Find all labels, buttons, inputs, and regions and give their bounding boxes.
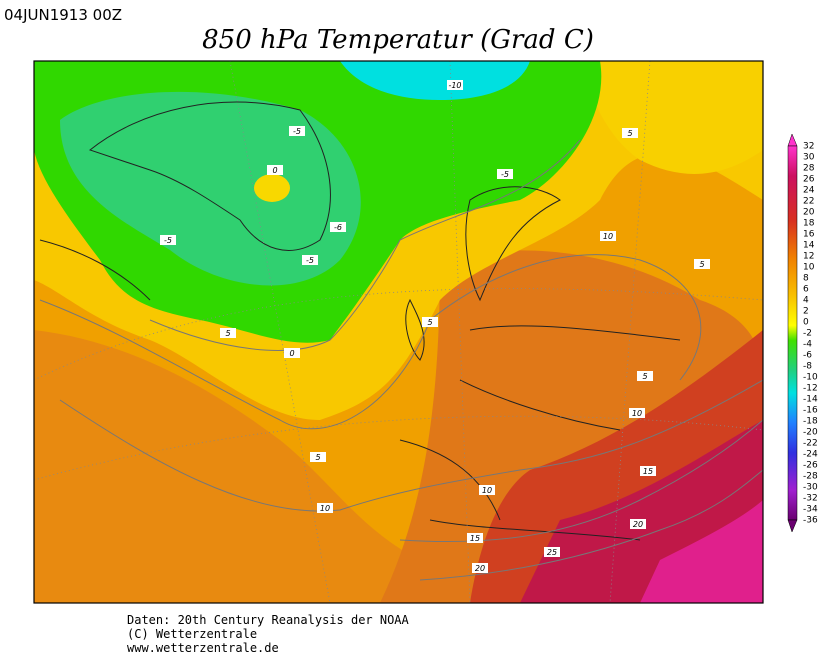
- contour-label: -5: [306, 256, 314, 265]
- colorbar-label: -34: [803, 505, 818, 515]
- contour-label-box: [289, 126, 305, 136]
- contour-label-box: [302, 255, 318, 265]
- contour-label-box: [284, 348, 300, 358]
- contour-label-box: [694, 259, 710, 269]
- colorbar-label: 12: [803, 252, 814, 262]
- contour-label: 20: [633, 520, 643, 529]
- contour-label-box: [467, 533, 483, 543]
- colorbar-label: 20: [803, 208, 815, 218]
- colorbar-bottom: [787, 519, 798, 533]
- map-frame: [33, 60, 764, 604]
- contour-label: 10: [603, 232, 613, 241]
- colorbar-label: -30: [803, 483, 818, 493]
- colorbar-label: -4: [803, 340, 812, 350]
- contour-label-box: [330, 222, 346, 232]
- colorbar-label: 22: [803, 197, 814, 207]
- colorbar-label: 16: [803, 230, 815, 240]
- contour-label-box: [422, 317, 438, 327]
- colorbar-label: 0: [803, 318, 809, 328]
- date-label: 04JUN1913 00Z: [4, 6, 122, 24]
- map-field: -10 -5 5 0 -5 -5 -6 10 -5 5 5 5 0 5 10 5 15 10 10 20 15 25 20: [34, 61, 763, 603]
- contour-label-box: [637, 371, 653, 381]
- colorbar-label: -36: [803, 516, 818, 526]
- contour-label: 0: [272, 166, 277, 175]
- colorbar-label: -32: [803, 494, 818, 504]
- colorbar-label: -8: [803, 362, 812, 372]
- contour-label: -5: [164, 236, 172, 245]
- footer-line: www.wetterzentrale.de: [127, 641, 279, 655]
- colorbar-label: -12: [803, 384, 818, 394]
- contour-label-box: [629, 408, 645, 418]
- colorbar-label: -10: [803, 373, 818, 383]
- contour-label: 5: [315, 453, 320, 462]
- colorbar-label: 10: [803, 263, 815, 273]
- colorbar-label: 30: [803, 153, 815, 163]
- contour-label: -5: [293, 127, 301, 136]
- contour-label: 10: [320, 504, 330, 513]
- colorbar-top: [787, 133, 798, 147]
- contour-label: 5: [642, 372, 647, 381]
- colorbar-label: 18: [803, 219, 815, 229]
- contour-label: 15: [470, 534, 480, 543]
- colorbar-label: 32: [803, 142, 814, 152]
- colorbar-label: 2: [803, 307, 809, 317]
- colorbar-label: 26: [803, 175, 815, 185]
- contour-label: -6: [334, 223, 342, 232]
- colorbar-label: -28: [803, 472, 818, 482]
- contour-label: 20: [475, 564, 485, 573]
- contour-label: 10: [482, 486, 492, 495]
- contour-label-box: [544, 547, 560, 557]
- contour-label-box: [600, 231, 616, 241]
- contour-label: 5: [627, 129, 632, 138]
- contour-label-box: [497, 169, 513, 179]
- footer-line: Daten: 20th Century Reanalysis der NOAA: [127, 613, 410, 627]
- colorbar-label: -26: [803, 461, 818, 471]
- map-title: 850 hPa Temperatur (Grad C): [202, 25, 594, 55]
- colorbar: [787, 145, 798, 521]
- contour-label: 0: [289, 349, 294, 358]
- contour-label: -10: [448, 81, 461, 90]
- contour-label: -5: [501, 170, 509, 179]
- colorbar-label: -2: [803, 329, 812, 339]
- colorbar-label: -18: [803, 417, 818, 427]
- colorbar-label: -14: [803, 395, 818, 405]
- colorbar-label: -20: [803, 428, 818, 438]
- contour-label: 5: [699, 260, 704, 269]
- colorbar-label: 28: [803, 164, 815, 174]
- footer-line: (C) Wetterzentrale: [127, 627, 257, 641]
- contour-label-box: [630, 519, 646, 529]
- contour-label-box: [640, 466, 656, 476]
- colorbar-label: 24: [803, 186, 815, 196]
- contour-label-box: [220, 328, 236, 338]
- colorbar-label: -6: [803, 351, 812, 361]
- contour-label: 25: [547, 548, 557, 557]
- contour-label-box: [622, 128, 638, 138]
- colorbar-label: -22: [803, 439, 818, 449]
- colorbar-label: -16: [803, 406, 818, 416]
- colorbar-label: 14: [803, 241, 815, 251]
- contour-label-box: [472, 563, 488, 573]
- contour-label-box: [479, 485, 495, 495]
- colorbar-label: 8: [803, 274, 809, 284]
- contour-label: 5: [427, 318, 432, 327]
- colorbar-label: -24: [803, 450, 818, 460]
- colorbar-label: 4: [803, 296, 809, 306]
- colorbar-label: 6: [803, 285, 809, 295]
- contour-label: 10: [632, 409, 642, 418]
- contour-label-box: [267, 165, 283, 175]
- contour-label-box: [317, 503, 333, 513]
- contour-label-box: [160, 235, 176, 245]
- contour-label-box: [447, 80, 463, 90]
- contour-label: 5: [225, 329, 230, 338]
- contour-label-box: [310, 452, 326, 462]
- contour-label: 15: [643, 467, 653, 476]
